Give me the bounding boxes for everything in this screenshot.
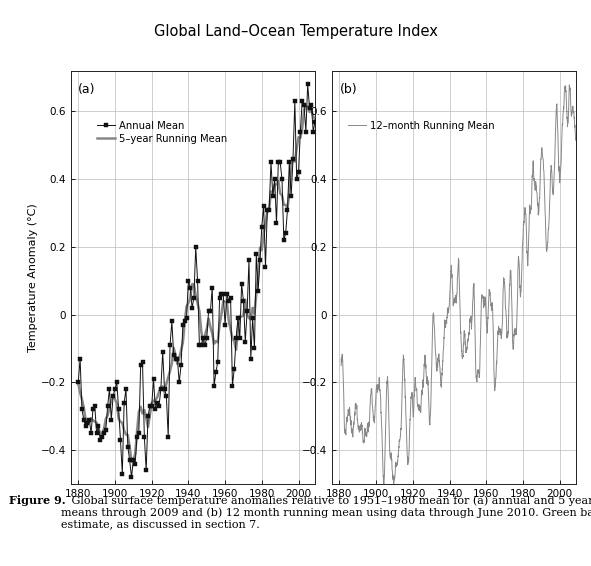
Legend: Annual Mean, 5–year Running Mean: Annual Mean, 5–year Running Mean — [93, 117, 231, 148]
5–year Running Mean — [311, 116, 319, 123]
5–year Running Mean — [74, 380, 82, 387]
Line: 5–year Running Mean: 5–year Running Mean — [78, 106, 315, 462]
5–year Running Mean — [233, 346, 240, 353]
Annual Mean — [141, 433, 148, 440]
12–month Running Mean — [536, 195, 543, 202]
Line: 12–month Running Mean: 12–month Running Mean — [341, 42, 578, 485]
Text: (a): (a) — [78, 83, 96, 96]
5–year Running Mean — [200, 339, 207, 346]
12–month Running Mean — [380, 482, 387, 488]
12–month Running Mean — [528, 196, 535, 203]
Annual Mean — [200, 335, 207, 342]
5–year Running Mean — [262, 220, 269, 227]
Annual Mean — [262, 264, 269, 271]
5–year Running Mean — [128, 458, 135, 465]
Annual Mean — [233, 335, 240, 342]
12–month Running Mean — [337, 362, 345, 369]
5–year Running Mean — [251, 311, 258, 318]
Text: Figure 9.: Figure 9. — [9, 495, 66, 506]
12–month Running Mean — [427, 413, 434, 419]
Legend: 12–month Running Mean: 12–month Running Mean — [345, 117, 499, 135]
Text: Global surface temperature anomalies relative to 1951–1980 mean for (a) annual a: Global surface temperature anomalies rel… — [61, 495, 591, 530]
12–month Running Mean — [574, 39, 582, 46]
5–year Running Mean — [303, 102, 310, 109]
Line: Annual Mean: Annual Mean — [76, 82, 317, 479]
12–month Running Mean — [356, 424, 363, 431]
Annual Mean — [177, 362, 184, 369]
5–year Running Mean — [177, 347, 184, 354]
Annual Mean — [304, 81, 311, 88]
Annual Mean — [311, 118, 319, 125]
5–year Running Mean — [141, 407, 148, 414]
Text: (b): (b) — [339, 83, 357, 96]
12–month Running Mean — [361, 424, 368, 431]
Text: Global Land–Ocean Temperature Index: Global Land–Ocean Temperature Index — [154, 24, 437, 38]
Annual Mean — [251, 345, 258, 352]
Y-axis label: Temperature Anomaly (°C): Temperature Anomaly (°C) — [28, 203, 38, 351]
12–month Running Mean — [567, 109, 574, 115]
Annual Mean — [74, 379, 82, 385]
Annual Mean — [128, 474, 135, 481]
